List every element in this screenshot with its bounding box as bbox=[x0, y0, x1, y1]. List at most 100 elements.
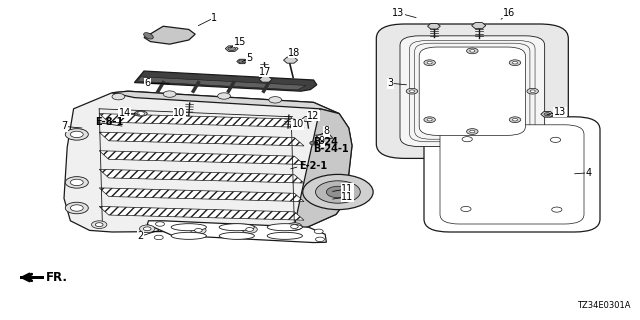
Circle shape bbox=[513, 118, 518, 121]
Text: 15: 15 bbox=[234, 36, 246, 47]
Circle shape bbox=[65, 202, 88, 214]
Polygon shape bbox=[428, 23, 440, 29]
Ellipse shape bbox=[172, 224, 206, 231]
Ellipse shape bbox=[268, 232, 303, 239]
Polygon shape bbox=[64, 91, 352, 232]
Circle shape bbox=[427, 61, 432, 64]
Text: 18: 18 bbox=[288, 48, 301, 58]
Text: 5: 5 bbox=[246, 52, 253, 63]
Circle shape bbox=[427, 118, 432, 121]
Text: E-8-1: E-8-1 bbox=[95, 117, 123, 127]
Polygon shape bbox=[325, 184, 353, 192]
Circle shape bbox=[218, 93, 230, 99]
Circle shape bbox=[467, 48, 478, 54]
Polygon shape bbox=[99, 114, 304, 127]
Circle shape bbox=[228, 47, 236, 51]
Ellipse shape bbox=[219, 224, 255, 231]
Circle shape bbox=[246, 228, 253, 231]
Circle shape bbox=[406, 88, 418, 94]
Text: 17: 17 bbox=[259, 67, 272, 77]
Polygon shape bbox=[284, 57, 298, 63]
Circle shape bbox=[269, 97, 282, 103]
Circle shape bbox=[509, 60, 521, 66]
FancyBboxPatch shape bbox=[400, 36, 545, 147]
Circle shape bbox=[95, 223, 103, 227]
Circle shape bbox=[70, 179, 83, 186]
Text: 11: 11 bbox=[341, 192, 354, 202]
Circle shape bbox=[461, 206, 471, 212]
Circle shape bbox=[239, 60, 245, 63]
Ellipse shape bbox=[268, 224, 303, 231]
Circle shape bbox=[156, 222, 164, 226]
Ellipse shape bbox=[219, 232, 255, 239]
Circle shape bbox=[143, 227, 151, 231]
Circle shape bbox=[291, 225, 298, 228]
Circle shape bbox=[552, 207, 562, 212]
Circle shape bbox=[70, 205, 83, 211]
Circle shape bbox=[65, 129, 88, 140]
Circle shape bbox=[527, 88, 538, 94]
Circle shape bbox=[424, 117, 435, 123]
Polygon shape bbox=[99, 206, 304, 220]
Polygon shape bbox=[225, 46, 238, 52]
Text: FR.: FR. bbox=[46, 271, 68, 284]
Text: B-24-1: B-24-1 bbox=[314, 144, 349, 154]
Circle shape bbox=[112, 93, 125, 100]
Text: 10: 10 bbox=[173, 108, 186, 118]
Circle shape bbox=[303, 174, 373, 210]
Circle shape bbox=[137, 112, 145, 116]
Ellipse shape bbox=[172, 232, 206, 239]
Polygon shape bbox=[138, 77, 306, 90]
Polygon shape bbox=[237, 59, 247, 64]
Ellipse shape bbox=[134, 111, 147, 116]
Polygon shape bbox=[316, 134, 333, 139]
Polygon shape bbox=[112, 91, 339, 114]
Circle shape bbox=[326, 186, 349, 198]
Text: TZ34E0301A: TZ34E0301A bbox=[577, 301, 630, 310]
FancyBboxPatch shape bbox=[376, 24, 568, 158]
Polygon shape bbox=[134, 71, 317, 91]
Text: B-24: B-24 bbox=[314, 137, 339, 148]
Circle shape bbox=[310, 141, 317, 145]
Text: 13: 13 bbox=[392, 8, 404, 18]
Text: E-2-1: E-2-1 bbox=[300, 161, 328, 172]
Polygon shape bbox=[259, 76, 272, 82]
Circle shape bbox=[513, 61, 518, 64]
Polygon shape bbox=[541, 111, 554, 117]
Text: 8: 8 bbox=[323, 126, 330, 136]
Circle shape bbox=[424, 60, 435, 66]
Circle shape bbox=[316, 237, 324, 242]
Ellipse shape bbox=[143, 33, 154, 39]
Circle shape bbox=[410, 90, 415, 92]
Circle shape bbox=[544, 113, 550, 116]
Text: 12: 12 bbox=[307, 111, 320, 121]
Text: 11: 11 bbox=[341, 184, 354, 194]
FancyBboxPatch shape bbox=[424, 117, 600, 232]
Polygon shape bbox=[99, 169, 304, 183]
Circle shape bbox=[530, 90, 535, 92]
Circle shape bbox=[163, 91, 176, 97]
Polygon shape bbox=[144, 26, 195, 44]
Polygon shape bbox=[20, 276, 44, 279]
Circle shape bbox=[314, 229, 323, 234]
Circle shape bbox=[317, 134, 328, 139]
Polygon shape bbox=[302, 116, 314, 122]
Circle shape bbox=[154, 235, 163, 240]
Circle shape bbox=[195, 228, 202, 232]
Polygon shape bbox=[325, 192, 353, 200]
Text: 13: 13 bbox=[554, 107, 566, 117]
Text: 7: 7 bbox=[61, 121, 67, 132]
Circle shape bbox=[550, 137, 561, 142]
Circle shape bbox=[470, 50, 475, 52]
Circle shape bbox=[140, 225, 155, 233]
Polygon shape bbox=[291, 109, 352, 230]
Circle shape bbox=[70, 131, 83, 138]
Circle shape bbox=[287, 223, 302, 230]
Polygon shape bbox=[147, 221, 326, 243]
Circle shape bbox=[462, 137, 472, 142]
Text: 10: 10 bbox=[291, 119, 304, 129]
Text: 9: 9 bbox=[318, 136, 324, 147]
Circle shape bbox=[242, 226, 257, 233]
Polygon shape bbox=[99, 188, 304, 202]
Polygon shape bbox=[472, 22, 486, 29]
